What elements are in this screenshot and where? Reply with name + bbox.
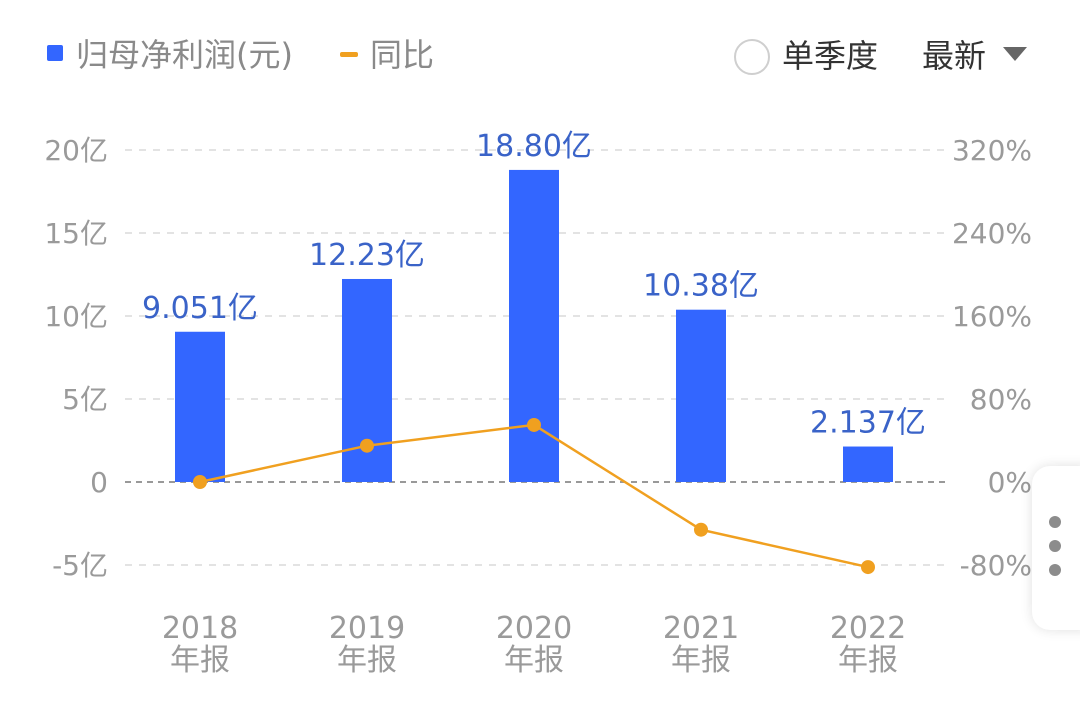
left-axis-tick-label: 10亿 [44, 300, 108, 333]
category-period-label: 年报 [671, 643, 731, 678]
left-axis-tick-label: -5亿 [52, 549, 108, 582]
left-axis-tick-label: 5亿 [62, 383, 108, 416]
dot-icon [1049, 516, 1061, 528]
bar [175, 331, 225, 482]
right-axis-tick-label: 0% [988, 466, 1032, 499]
category-period-label: 年报 [170, 643, 230, 678]
left-axis-tick-label: 15亿 [44, 217, 108, 250]
bar [843, 446, 893, 482]
category-year-label: 2021 [663, 611, 739, 646]
left-axis-labels: 20亿 15亿 10亿 5亿 0 -5亿 [44, 134, 108, 582]
yoy-point [694, 522, 708, 537]
category-year-label: 2022 [830, 611, 906, 646]
category-year-label: 2020 [496, 611, 572, 646]
bar-data-label: 2.137亿 [810, 406, 926, 441]
left-axis-tick-label: 0 [90, 466, 108, 499]
dot-icon [1049, 564, 1061, 576]
right-axis-labels: 320% 240% 160% 80% 0% -80% [952, 134, 1032, 582]
single-quarter-label: 单季度 [782, 37, 878, 75]
radio-circle-icon[interactable] [734, 39, 770, 75]
yoy-point [861, 560, 875, 575]
bar-legend-label: 归母净利润(元) [76, 36, 293, 74]
line-legend-swatch [340, 52, 358, 57]
right-axis-tick-label: -80% [960, 549, 1032, 582]
yoy-point [527, 417, 541, 432]
category-period-label: 年报 [838, 643, 898, 678]
bar-data-label: 9.051亿 [142, 291, 258, 326]
category-period-label: 年报 [337, 643, 397, 678]
category-year-label: 2019 [329, 611, 405, 646]
chart-legend[interactable]: 归母净利润(元) 同比 [47, 36, 434, 74]
right-axis-tick-label: 320% [952, 134, 1032, 167]
period-dropdown[interactable]: 最新 [922, 37, 1027, 75]
line-legend-label: 同比 [370, 36, 434, 74]
bar-data-label: 12.23亿 [309, 238, 425, 273]
side-menu-handle[interactable] [1032, 466, 1080, 630]
yoy-point [193, 475, 207, 489]
bar-data-label: 18.80亿 [476, 129, 592, 164]
yoy-point [360, 438, 374, 453]
bar-data-label: 10.38亿 [643, 269, 759, 304]
bar [676, 309, 726, 482]
category-year-label: 2018 [162, 611, 238, 646]
line-series [193, 417, 875, 575]
right-axis-tick-label: 160% [952, 300, 1032, 333]
bar-legend-swatch [47, 45, 63, 61]
bar-series [175, 169, 893, 483]
category-period-label: 年报 [504, 643, 564, 678]
left-axis-tick-label: 20亿 [44, 134, 108, 167]
chevron-down-icon[interactable] [1003, 47, 1027, 61]
bar-data-labels: 9.051亿 12.23亿 18.80亿 10.38亿 2.137亿 [142, 129, 926, 441]
single-quarter-toggle[interactable]: 单季度 [734, 37, 878, 75]
right-axis-tick-label: 240% [952, 217, 1032, 250]
period-dropdown-label: 最新 [922, 37, 986, 75]
right-axis-tick-label: 80% [970, 383, 1032, 416]
dot-icon [1049, 540, 1061, 552]
